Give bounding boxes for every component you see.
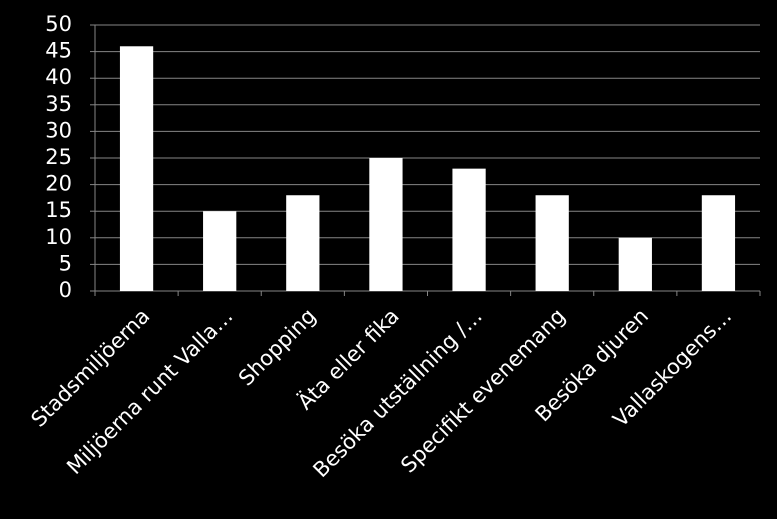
bar	[369, 158, 403, 291]
bar	[452, 168, 486, 291]
bar	[203, 211, 237, 291]
y-tick-label: 30	[45, 118, 72, 142]
bar	[701, 195, 736, 291]
y-tick-label: 5	[59, 251, 72, 275]
y-tick-label: 0	[59, 278, 72, 302]
y-tick-label: 15	[45, 198, 72, 222]
bar	[286, 195, 320, 291]
y-tick-label: 35	[45, 92, 72, 116]
bar	[535, 195, 569, 291]
y-tick-label: 20	[45, 172, 72, 196]
bar	[618, 237, 652, 291]
y-tick-label: 45	[45, 39, 72, 63]
bar	[119, 46, 154, 291]
y-tick-label: 40	[45, 65, 72, 89]
y-tick-label: 50	[45, 12, 72, 36]
y-tick-label: 10	[45, 225, 72, 249]
y-tick-label: 25	[45, 145, 72, 169]
